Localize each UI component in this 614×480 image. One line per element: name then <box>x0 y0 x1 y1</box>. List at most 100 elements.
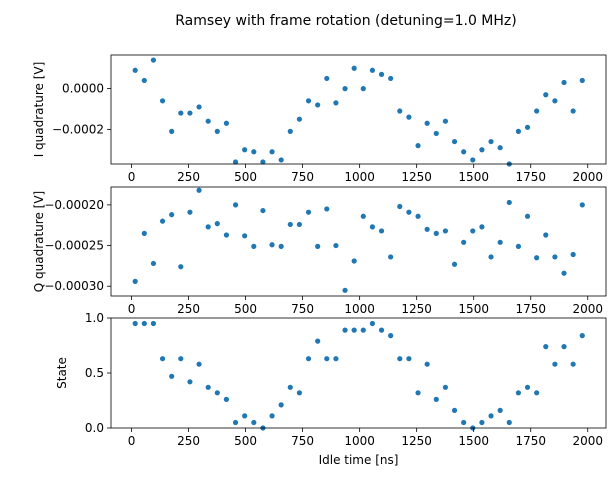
data-point <box>342 327 348 333</box>
x-axis-label: Idle time [ns] <box>319 453 399 467</box>
x-tick-label: 1000 <box>344 302 375 316</box>
data-point <box>497 239 503 245</box>
x-tick-label: 0 <box>128 302 136 316</box>
data-point <box>242 147 248 153</box>
data-point <box>451 138 458 145</box>
y-axis-label: State <box>55 357 69 389</box>
data-point <box>242 233 248 239</box>
x-tick-label: 0 <box>128 170 136 184</box>
data-point <box>278 157 284 163</box>
data-point <box>406 114 412 120</box>
subplots: 0 250 500 750 1000 1250 1500 1750 2000 0.0000 −0.0… <box>32 54 607 467</box>
data-point <box>406 356 412 362</box>
data-point <box>333 242 339 249</box>
data-point <box>579 77 585 84</box>
data-point <box>242 413 248 419</box>
subplot-2: 0 250 500 750 1000 1250 1500 1750 2000 −0.00020 −0… <box>32 186 607 316</box>
x-tick-label: 1000 <box>344 170 375 184</box>
data-point <box>524 213 531 219</box>
x-tick-label: 1750 <box>515 434 546 448</box>
data-point <box>269 149 275 155</box>
data-point <box>187 379 193 385</box>
data-point <box>232 202 239 208</box>
data-point <box>397 203 403 210</box>
data-point <box>296 221 303 228</box>
y-tick-label: −0.00020 <box>44 198 104 212</box>
data-point <box>196 361 202 367</box>
x-tick-label: 750 <box>291 434 314 448</box>
data-point <box>433 130 439 137</box>
data-point <box>315 243 321 249</box>
data-point <box>287 221 293 228</box>
data-point <box>196 187 202 193</box>
data-point <box>543 344 549 350</box>
y-axis-label: Q quadrature [V] <box>32 191 46 293</box>
data-point <box>150 320 157 327</box>
x-tick-label: 1500 <box>458 170 489 184</box>
data-point <box>159 98 166 104</box>
figure-title: Ramsey with frame rotation (detuning=1.0… <box>175 13 516 29</box>
data-point <box>159 356 166 362</box>
data-point <box>159 218 166 224</box>
x-tick-label: 500 <box>234 302 257 316</box>
data-point <box>141 230 147 236</box>
x-tick-label: 250 <box>177 170 200 184</box>
data-point <box>369 67 376 73</box>
data-point <box>205 224 211 230</box>
x-tick-label: 250 <box>177 434 200 448</box>
data-point <box>132 320 138 327</box>
data-points <box>132 57 585 167</box>
data-point <box>415 390 421 396</box>
data-point <box>442 118 449 124</box>
data-point <box>150 260 157 267</box>
data-point <box>360 327 366 333</box>
data-point <box>415 213 421 219</box>
data-point <box>351 327 357 333</box>
axes-frame <box>110 317 607 429</box>
data-point <box>470 228 476 234</box>
data-point <box>561 270 567 276</box>
data-point <box>378 327 385 333</box>
data-point <box>178 110 184 116</box>
data-point <box>214 128 220 134</box>
data-point <box>287 384 293 390</box>
data-point <box>333 356 339 362</box>
data-point <box>360 86 366 92</box>
data-point <box>360 213 366 219</box>
x-tick-label: 1500 <box>458 434 489 448</box>
data-point <box>552 254 558 260</box>
x-tick-label: 1250 <box>401 302 432 316</box>
data-point <box>388 75 394 82</box>
data-point <box>315 102 321 108</box>
data-points <box>132 320 585 431</box>
subplot-1: 0 250 500 750 1000 1250 1500 1750 2000 0.0000 −0.0… <box>32 54 607 184</box>
data-point <box>479 224 485 230</box>
data-point <box>506 419 512 426</box>
data-point <box>534 108 540 114</box>
data-point <box>397 356 403 362</box>
data-point <box>305 209 312 215</box>
data-point <box>269 242 275 248</box>
data-point <box>278 402 284 408</box>
data-point <box>141 77 147 84</box>
data-point <box>579 333 585 339</box>
data-point <box>260 207 266 214</box>
data-point <box>442 384 449 390</box>
data-point <box>369 224 376 230</box>
data-point <box>178 264 184 270</box>
x-tick-label: 1000 <box>344 434 375 448</box>
data-point <box>369 320 376 327</box>
data-point <box>570 251 576 258</box>
axes-frame <box>110 186 607 297</box>
data-point <box>278 243 284 249</box>
x-tick-label: 250 <box>177 302 200 316</box>
axes-frame <box>110 54 607 165</box>
data-point <box>187 209 193 215</box>
x-tick-label: 500 <box>234 434 257 448</box>
data-point <box>269 413 275 419</box>
data-point <box>223 396 230 402</box>
data-point <box>534 255 540 261</box>
subplot-3: 0 250 500 750 1000 1250 1500 1750 2000 0.0 0.5 1.0 S… <box>55 311 607 467</box>
